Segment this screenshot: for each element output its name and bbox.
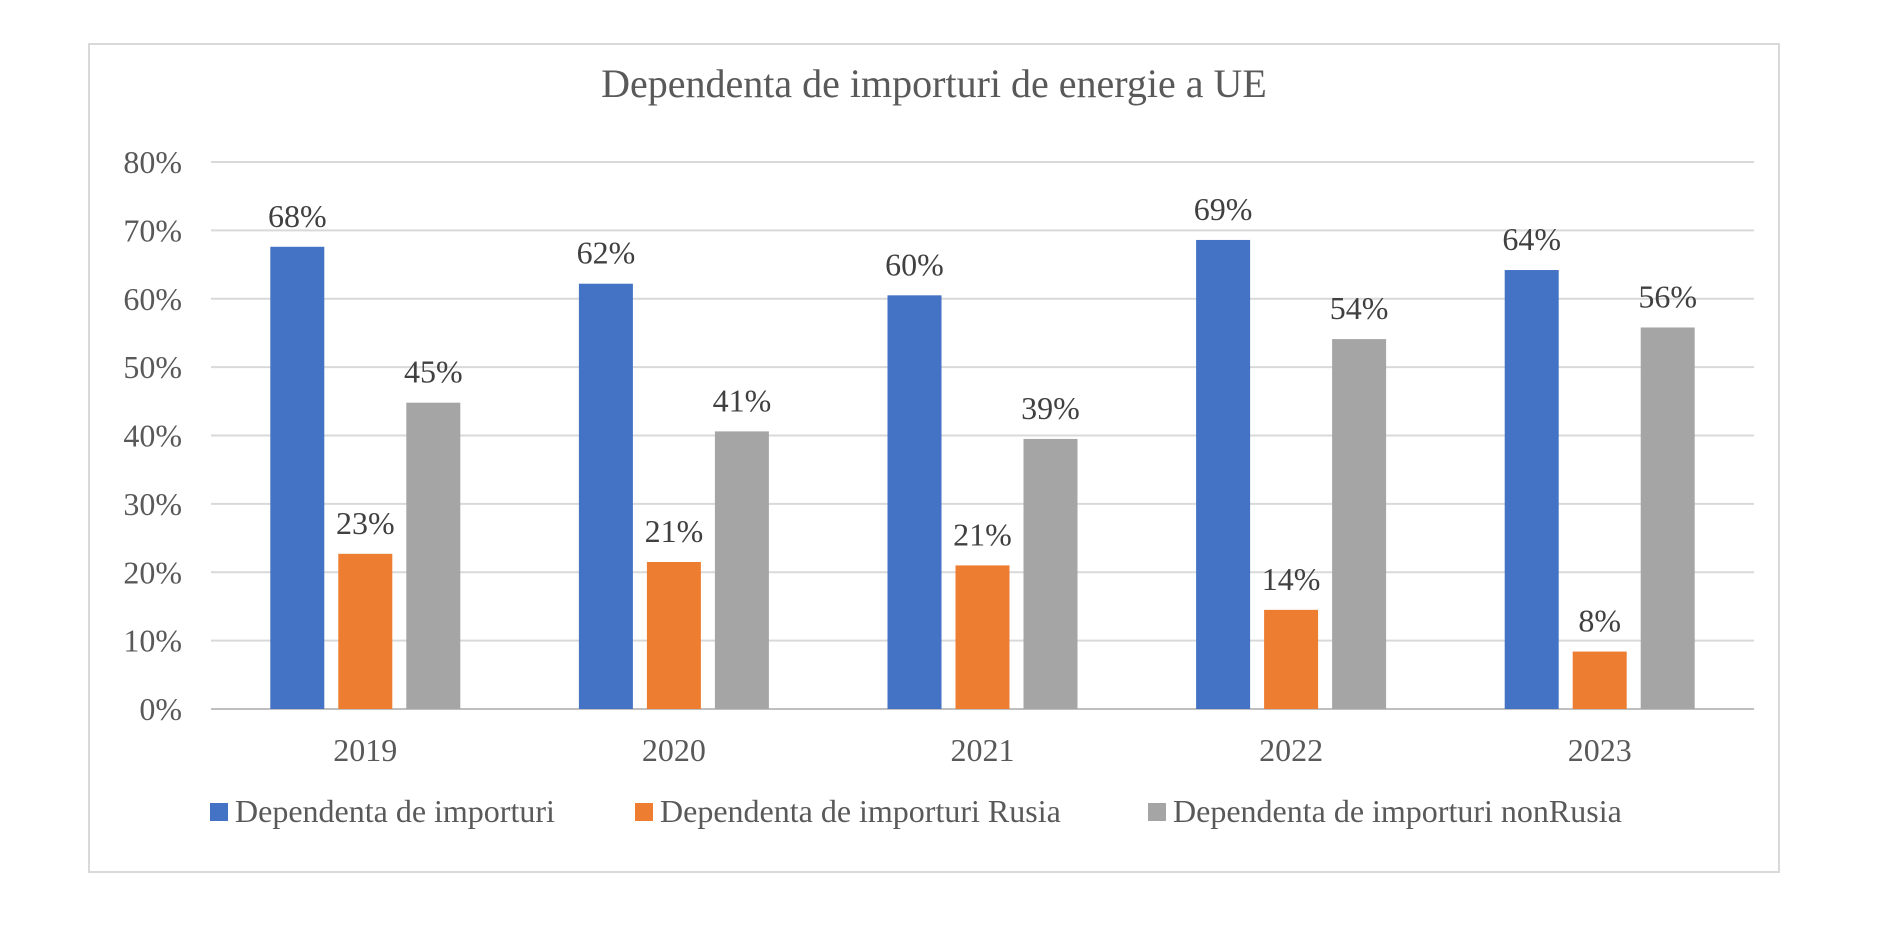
data-label: 62%	[577, 235, 636, 271]
bars	[270, 239, 1695, 709]
y-tick-label: 40%	[123, 418, 182, 454]
x-tick-label: 2020	[642, 732, 706, 768]
y-tick-label: 70%	[123, 212, 182, 248]
bar-2022-series-2	[1264, 609, 1319, 709]
bar-2021-series-3	[1023, 438, 1078, 709]
data-label: 23%	[336, 505, 395, 541]
y-tick-label: 50%	[123, 349, 182, 385]
data-label: 45%	[404, 354, 463, 390]
y-tick-label: 10%	[123, 623, 182, 659]
y-tick-label: 60%	[123, 281, 182, 317]
bar-2021-series-1	[887, 295, 942, 709]
data-label: 69%	[1194, 191, 1253, 227]
bar-2022-series-1	[1196, 239, 1251, 709]
legend-swatch	[635, 803, 653, 821]
bar-2020-series-2	[646, 561, 701, 709]
y-axis-ticks: 0% 10% 20% 30% 40% 50% 60% 70% 80%	[123, 144, 182, 727]
data-label: 39%	[1021, 390, 1080, 426]
data-label: 41%	[713, 382, 772, 418]
bar-2019-series-3	[406, 402, 461, 709]
x-tick-label: 2023	[1568, 732, 1632, 768]
data-label: 54%	[1330, 290, 1389, 326]
bar-2021-series-2	[955, 565, 1010, 709]
data-label: 21%	[645, 513, 704, 549]
bar-2020-series-3	[714, 431, 769, 709]
legend-swatch	[1148, 803, 1166, 821]
bar-2020-series-1	[578, 283, 633, 709]
x-tick-label: 2022	[1259, 732, 1323, 768]
data-label: 14%	[1262, 561, 1321, 597]
data-label: 56%	[1638, 278, 1697, 314]
data-label: 21%	[953, 516, 1012, 552]
legend-label: Dependenta de importuri Rusia	[660, 793, 1061, 829]
chart-svg: Dependenta de importuri de energie a UE …	[123, 61, 1754, 829]
bar-2019-series-1	[270, 246, 325, 709]
legend-label: Dependenta de importuri nonRusia	[1173, 793, 1622, 829]
legend-label: Dependenta de importuri	[235, 793, 555, 829]
data-label: 68%	[268, 198, 327, 234]
bar-2022-series-3	[1332, 339, 1387, 709]
chart-frame: Dependenta de importuri de energie a UE …	[88, 43, 1780, 873]
legend: Dependenta de importuri Dependenta de imp…	[210, 793, 1622, 829]
bar-2023-series-2	[1572, 651, 1627, 709]
y-tick-label: 20%	[123, 554, 182, 590]
y-tick-label: 30%	[123, 486, 182, 522]
y-tick-label: 0%	[139, 691, 182, 727]
bar-2023-series-1	[1504, 270, 1559, 709]
data-label: 8%	[1578, 603, 1621, 639]
legend-swatch	[210, 803, 228, 821]
chart-title: Dependenta de importuri de energie a UE	[601, 61, 1267, 106]
data-label: 64%	[1502, 221, 1561, 257]
x-axis-ticks: 2019 2020 2021 2022 2023	[333, 732, 1631, 768]
gridlines	[211, 161, 1754, 710]
bar-2023-series-3	[1640, 327, 1695, 709]
x-tick-label: 2019	[333, 732, 397, 768]
x-tick-label: 2021	[951, 732, 1015, 768]
data-label: 60%	[885, 246, 944, 282]
bar-2019-series-2	[338, 553, 393, 709]
y-tick-label: 80%	[123, 144, 182, 180]
data-labels: 68% 23% 45% 62% 21% 41% 60% 21% 39% 69% 14% 54% 64% 8…	[268, 191, 1697, 639]
